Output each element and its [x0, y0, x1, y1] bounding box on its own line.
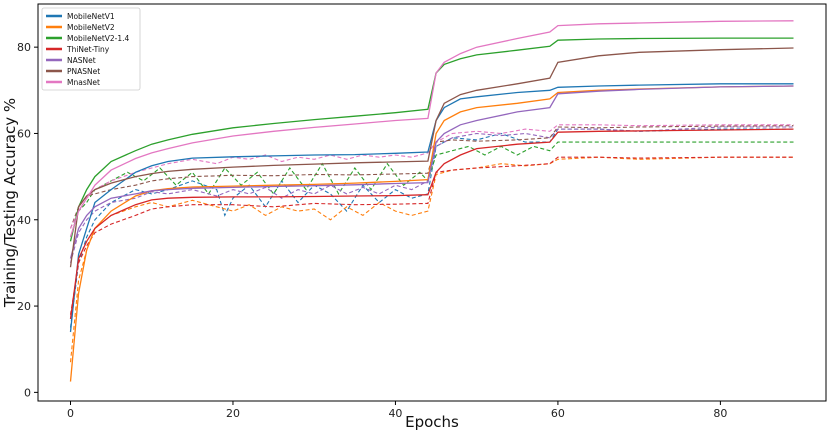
- legend: MobileNetV1 MobileNetV2 MobileNetV2-1.4 Thi…: [41, 7, 141, 91]
- legend-label: ThiNet-Tiny: [66, 45, 110, 54]
- legend-label: MnasNet: [67, 78, 100, 87]
- y-tick-label: 40: [17, 214, 31, 227]
- series-line-train: [69, 85, 794, 382]
- y-tick-label: 20: [17, 300, 31, 313]
- y-tick-label: 80: [17, 41, 31, 54]
- legend-label: NASNet: [67, 56, 96, 65]
- x-tick-label: 40: [388, 407, 402, 420]
- series-line-test: [69, 126, 794, 264]
- y-axis-ticks: 0 20 40 60 80: [17, 41, 38, 399]
- legend-box: [41, 7, 141, 91]
- series-line-train: [69, 85, 794, 259]
- series-line-train: [69, 83, 794, 333]
- series-line-train: [69, 47, 794, 268]
- legend-label: MobileNetV2: [67, 23, 115, 32]
- x-axis-ticks: 0 20 40 60 80: [67, 401, 727, 420]
- y-tick-label: 60: [17, 127, 31, 140]
- series-line-train: [69, 37, 794, 242]
- x-tick-label: 0: [67, 407, 74, 420]
- plot-frame: [37, 3, 827, 402]
- y-axis-label: Training/Testing Accuracy %: [1, 98, 19, 308]
- series-line-test: [70, 124, 794, 229]
- plot-area: 0 20 40 60 80 0 20 40 60 80: [17, 3, 827, 420]
- legend-label: PNASNet: [67, 67, 100, 76]
- legend-label: MobileNetV2-1.4: [67, 34, 130, 43]
- series-line-train: [69, 20, 794, 238]
- y-tick-label: 0: [24, 386, 31, 399]
- x-tick-label: 80: [713, 407, 727, 420]
- x-axis-label: Epochs: [405, 413, 459, 431]
- series-line-test: [69, 141, 794, 238]
- legend-label: MobileNetV1: [67, 12, 115, 21]
- series-layer: [69, 20, 794, 382]
- x-tick-label: 20: [226, 407, 240, 420]
- x-tick-label: 60: [551, 407, 565, 420]
- series-line-train: [69, 128, 794, 320]
- series-line-test: [69, 156, 794, 315]
